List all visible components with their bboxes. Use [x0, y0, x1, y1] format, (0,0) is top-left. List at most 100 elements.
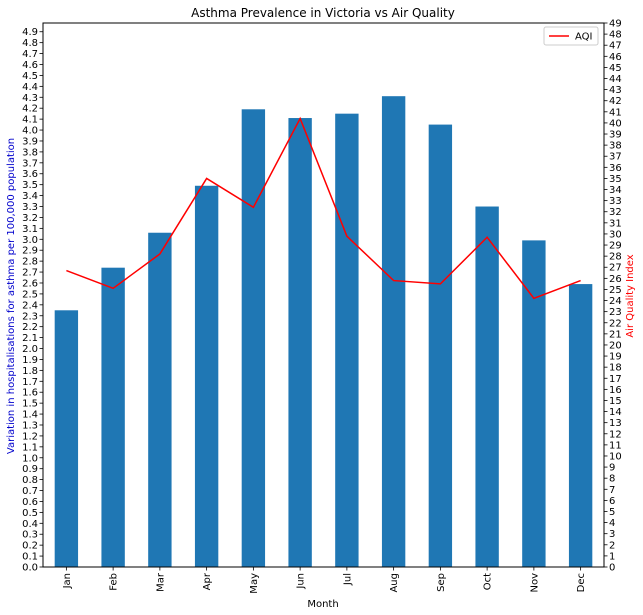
y2-tick-label: 15: [609, 396, 622, 407]
y2-tick-label: 1: [609, 551, 615, 562]
y-tick-label: 3.5: [22, 180, 38, 191]
y-axis-label: Variation in hospitalisations for asthma…: [6, 138, 17, 454]
y2-tick-label: 14: [609, 407, 622, 418]
y-tick-label: 0.2: [22, 541, 38, 552]
y2-tick-label: 39: [609, 130, 622, 141]
x-tick-label-aug: Aug: [389, 573, 400, 593]
y-tick-label: 3.8: [22, 147, 38, 158]
y2-tick-label: 11: [609, 440, 622, 451]
y-tick-label: 4.6: [22, 60, 38, 71]
y-tick-label: 0.7: [22, 486, 38, 497]
y-tick-label: 4.8: [22, 38, 38, 49]
y2-tick-label: 30: [609, 229, 622, 240]
y2-tick-label: 17: [609, 374, 622, 385]
y2-tick-label: 4: [609, 518, 615, 529]
y2-tick-label: 20: [609, 340, 622, 351]
x-tick-label-dec: Dec: [576, 573, 587, 592]
x-tick-label-may: May: [249, 573, 260, 594]
y2-tick-label: 49: [609, 19, 622, 30]
y2-tick-label: 26: [609, 274, 622, 285]
y2-tick-label: 40: [609, 118, 622, 129]
y2-tick-label: 38: [609, 141, 622, 152]
y-tick-label: 3.0: [22, 235, 38, 246]
y2-tick-label: 19: [609, 352, 622, 363]
y-tick-label: 4.3: [22, 93, 38, 104]
y-tick-label: 1.7: [22, 377, 38, 388]
y-tick-label: 0.6: [22, 497, 38, 508]
y-tick-label: 2.6: [22, 278, 38, 289]
y2-tick-label: 6: [609, 496, 615, 507]
bar-apr: [194, 185, 219, 567]
y2-ticks-group: 0123456789101112131415161718192021222324…: [604, 19, 622, 574]
y2-tick-label: 34: [609, 185, 622, 196]
bar-jan: [54, 310, 79, 567]
y2-tick-label: 16: [609, 385, 622, 396]
y-tick-label: 1.8: [22, 366, 38, 377]
y2-tick-label: 32: [609, 207, 622, 218]
bar-jul: [335, 113, 359, 568]
y2-tick-label: 9: [609, 463, 615, 474]
x-ticks-group: Jan Feb Mar Apr May Jun Jul Aug Sep Oct Nov Dec: [62, 567, 587, 594]
y-tick-label: 3.9: [22, 136, 38, 147]
y-tick-label: 0.5: [22, 508, 38, 519]
y2-tick-label: 37: [609, 152, 622, 163]
y2-tick-label: 7: [609, 485, 615, 496]
y2-tick-label: 18: [609, 363, 622, 374]
bar-oct: [475, 206, 499, 567]
y2-tick-label: 8: [609, 474, 615, 485]
bar-nov: [522, 240, 546, 567]
y-tick-label: 2.7: [22, 268, 38, 279]
y2-tick-label: 24: [609, 296, 622, 307]
y2-tick-label: 36: [609, 163, 622, 174]
y2-tick-label: 25: [609, 285, 622, 296]
y-tick-label: 2.8: [22, 257, 38, 268]
y2-tick-label: 31: [609, 218, 622, 229]
y-tick-label: 3.7: [22, 158, 38, 169]
x-tick-label-apr: Apr: [202, 572, 213, 590]
y-tick-label: 3.2: [22, 213, 38, 224]
bar-mar: [148, 232, 172, 568]
y2-tick-label: 21: [609, 329, 622, 340]
y2-tick-label: 48: [609, 30, 622, 41]
x-tick-label-jan: Jan: [62, 573, 73, 589]
x-tick-label-mar: Mar: [155, 572, 166, 592]
x-tick-label-feb: Feb: [109, 573, 120, 591]
y-tick-label: 0.4: [22, 519, 38, 530]
y-tick-label: 3.1: [22, 224, 38, 235]
aqi-line-group: [66, 116, 581, 300]
y-tick-label: 2.4: [22, 300, 38, 311]
aqi-series-line: [66, 116, 581, 300]
bar-aug: [381, 96, 406, 567]
y-tick-label: 1.3: [22, 420, 38, 431]
y2-tick-label: 3: [609, 529, 615, 540]
y-tick-label: 4.0: [22, 126, 38, 137]
y-tick-label: 0.8: [22, 475, 38, 486]
y-tick-label: 1.0: [22, 453, 38, 464]
bar-dec: [568, 284, 593, 567]
y-tick-label: 0.1: [22, 552, 38, 563]
y-tick-label: 4.5: [22, 71, 38, 82]
y2-tick-label: 47: [609, 41, 622, 52]
y-tick-label: 2.0: [22, 344, 38, 355]
y-tick-label: 2.1: [22, 333, 38, 344]
y-tick-label: 3.6: [22, 169, 38, 180]
y2-tick-label: 2: [609, 540, 615, 551]
y-tick-label: 1.9: [22, 355, 38, 366]
y2-tick-label: 22: [609, 318, 622, 329]
y-tick-label: 3.4: [22, 191, 38, 202]
y2-tick-label: 42: [609, 96, 622, 107]
y2-tick-label: 13: [609, 418, 622, 429]
y-tick-label: 0.0: [22, 563, 38, 574]
y2-tick-label: 12: [609, 429, 622, 440]
y2-tick-label: 45: [609, 63, 622, 74]
y2-tick-label: 33: [609, 196, 622, 207]
y-tick-label: 4.2: [22, 104, 38, 115]
legend-box: [543, 26, 599, 46]
y-tick-label: 4.4: [22, 82, 38, 93]
x-tick-label-oct: Oct: [483, 573, 494, 590]
y2-tick-label: 5: [609, 507, 615, 518]
y-tick-label: 2.9: [22, 246, 38, 257]
y-tick-label: 4.7: [22, 49, 38, 60]
y-tick-label: 1.1: [22, 442, 38, 453]
